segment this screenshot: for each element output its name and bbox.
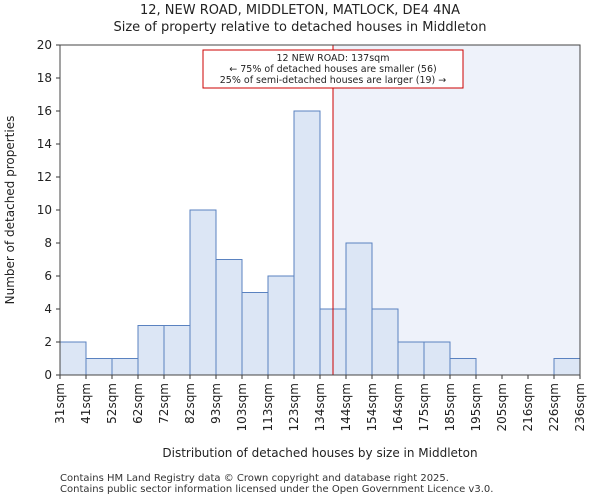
y-tick-label: 18 <box>37 71 52 85</box>
chart-title-address: 12, NEW ROAD, MIDDLETON, MATLOCK, DE4 4N… <box>139 3 461 18</box>
histogram-chart: 0 2 4 6 8 10 12 14 16 18 20 31sqm 41sqm 52sqm 62sqm 72… <box>3 38 587 460</box>
x-tick-label: 123sqm <box>287 383 301 431</box>
bar-72sqm <box>163 325 191 376</box>
x-tick-label: 205sqm <box>495 383 509 431</box>
bar-123sqm <box>293 110 321 376</box>
x-tick-label: 113sqm <box>261 383 275 431</box>
y-tick-label: 6 <box>44 269 52 283</box>
bar-185sqm <box>449 358 477 376</box>
x-tick-label: 82sqm <box>183 383 197 424</box>
marker-annotation: 12 NEW ROAD: 137sqm ← 75% of detached ho… <box>202 49 464 89</box>
x-tick-label: 103sqm <box>235 383 249 431</box>
y-tick-label: 0 <box>44 368 52 382</box>
bar-175sqm <box>423 341 451 376</box>
x-tick-label: 236sqm <box>573 383 587 431</box>
y-tick-label: 16 <box>37 104 52 118</box>
x-tick-label: 216sqm <box>521 383 535 431</box>
bar-82sqm <box>189 209 217 376</box>
plot-frame <box>59 44 581 376</box>
y-tick-label: 20 <box>37 38 52 52</box>
x-tick-label: 175sqm <box>417 383 431 431</box>
y-tick-label: 8 <box>44 236 52 250</box>
x-tick-label: 31sqm <box>53 383 67 424</box>
x-tick-label: 52sqm <box>105 383 119 424</box>
x-axis-label: Distribution of detached houses by size … <box>162 446 477 460</box>
annotation-box <box>202 49 464 89</box>
x-tick-label: 185sqm <box>443 383 457 431</box>
x-tick-label: 164sqm <box>391 383 405 431</box>
x-tick-label: 72sqm <box>157 383 171 424</box>
y-tick-label: 14 <box>37 137 52 151</box>
bar-226sqm <box>553 358 581 376</box>
bar-154sqm <box>371 308 399 376</box>
x-tick-label: 195sqm <box>469 383 483 431</box>
x-tick-label: 41sqm <box>79 383 93 424</box>
footer-licence: Contains public sector information licen… <box>60 484 494 495</box>
bar-41sqm <box>85 358 113 376</box>
bar-93sqm <box>215 259 243 376</box>
x-tick-label: 93sqm <box>209 383 223 424</box>
bar-62sqm <box>137 325 165 376</box>
annotation-line-1: 12 NEW ROAD: 137sqm <box>277 53 390 64</box>
bar-52sqm <box>111 358 139 376</box>
y-tick-label: 12 <box>37 170 52 184</box>
bar-103sqm <box>241 292 269 376</box>
bar-31sqm <box>59 341 87 376</box>
y-tick-label: 4 <box>44 302 52 316</box>
x-tick-label: 62sqm <box>131 383 145 424</box>
bar-113sqm <box>267 275 295 376</box>
y-tick-label: 10 <box>37 203 52 217</box>
y-axis-label: Number of detached properties <box>3 116 17 305</box>
bar-144sqm <box>345 242 373 376</box>
annotation-line-2: ← 75% of detached houses are smaller (56… <box>229 64 436 75</box>
x-tick-label: 134sqm <box>313 383 327 431</box>
bar-164sqm <box>397 341 425 376</box>
footer-copyright: Contains HM Land Registry data © Crown c… <box>60 473 449 484</box>
x-tick-label: 226sqm <box>547 383 561 431</box>
x-tick-label: 144sqm <box>339 383 353 431</box>
x-tick-label: 154sqm <box>365 383 379 431</box>
chart-title: Size of property relative to detached ho… <box>113 20 487 35</box>
y-tick-label: 2 <box>44 335 52 349</box>
annotation-line-3: 25% of semi-detached houses are larger (… <box>220 75 447 86</box>
